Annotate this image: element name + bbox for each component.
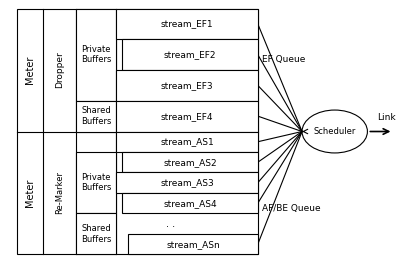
Bar [76,214,116,255]
Bar [116,101,258,132]
Bar [76,101,116,132]
Bar [116,70,258,101]
Text: Meter: Meter [24,56,34,84]
Bar [76,8,116,101]
Bar [116,8,258,39]
Text: stream_AS1: stream_AS1 [160,137,214,146]
Bar [76,152,116,214]
Text: Private
Buffers: Private Buffers [81,173,112,193]
Text: EF Queue: EF Queue [262,55,305,64]
Bar [116,173,258,193]
Text: Dropper: Dropper [55,52,64,88]
Text: Re-Marker: Re-Marker [55,171,64,215]
Bar [122,152,258,173]
Text: AF/BE Queue: AF/BE Queue [262,204,320,213]
Text: stream_EF2: stream_EF2 [164,50,216,59]
Text: stream_AS3: stream_AS3 [160,178,214,187]
Text: Shared
Buffers: Shared Buffers [81,107,112,126]
Bar [128,234,258,255]
Text: Private
Buffers: Private Buffers [81,45,112,64]
Text: stream_EF3: stream_EF3 [161,81,213,90]
Text: . .: . . [166,219,175,229]
Text: stream_EF1: stream_EF1 [161,19,213,28]
Bar [17,8,258,255]
Text: stream_ASn: stream_ASn [166,240,220,249]
Text: Shared
Buffers: Shared Buffers [81,224,112,244]
Text: stream_EF4: stream_EF4 [161,112,213,121]
Bar [116,132,258,152]
Text: Meter: Meter [24,179,34,207]
Text: Scheduler: Scheduler [314,127,356,136]
Text: stream_AS4: stream_AS4 [163,199,217,208]
Text: Link: Link [377,113,396,122]
Text: stream_AS2: stream_AS2 [163,158,217,167]
Bar [122,193,258,214]
Bar [122,39,258,70]
